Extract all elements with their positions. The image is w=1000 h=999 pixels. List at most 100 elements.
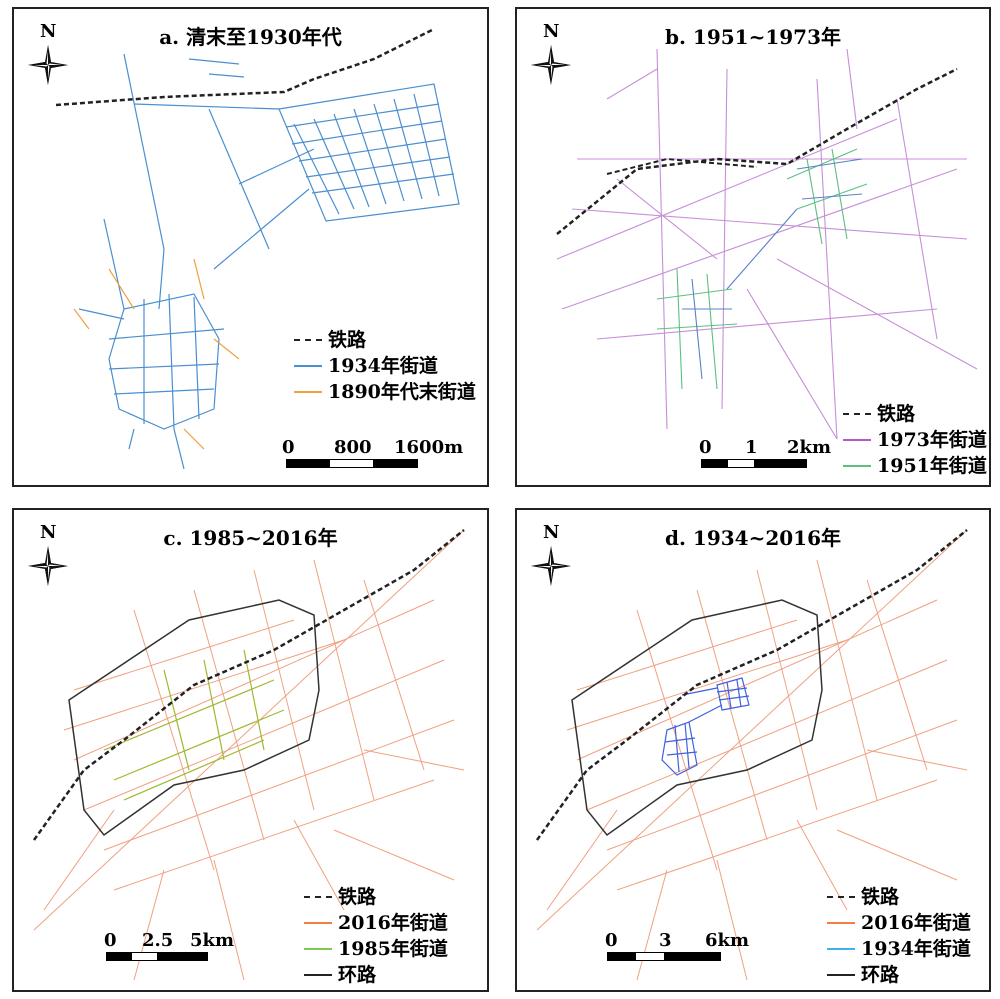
- scale-bar: 0 2.5 5km: [104, 930, 256, 961]
- compass-icon: [28, 45, 68, 85]
- legend-item-railway: 铁路: [843, 401, 987, 427]
- streets-2016: [33, 529, 465, 981]
- legend-label: 1985年街道: [338, 938, 448, 960]
- scale-tick-0: 0: [605, 930, 618, 951]
- north-arrow: N: [28, 522, 74, 592]
- scale-tick-1: 2.5: [142, 930, 174, 951]
- legend: 铁路 1973年街道 1951年街道: [843, 401, 987, 479]
- map-panel-b: b. 1951~1973年 N 0 1 2km 铁路 1973年街道: [515, 7, 991, 487]
- legend-item-railway: 铁路: [304, 884, 448, 910]
- scale-tick-2: 1600m: [394, 437, 464, 458]
- scale-bar: 0 800 1600m: [282, 437, 463, 468]
- legend-item-ring-road: 环路: [827, 962, 971, 988]
- legend-symbol-railway: [827, 896, 855, 898]
- ring-road: [68, 599, 320, 837]
- scale-bar-graphic: [286, 459, 418, 468]
- legend-label: 2016年街道: [338, 912, 448, 934]
- scale-bar: 0 3 6km: [605, 930, 757, 961]
- railway-line: [556, 67, 958, 235]
- street-map-b: [556, 48, 978, 440]
- streets-1951: [656, 148, 868, 390]
- legend-label: 1934年街道: [861, 938, 971, 960]
- scale-tick-1: 1: [745, 437, 758, 458]
- legend-label: 1951年街道: [877, 455, 987, 477]
- legend-label: 2016年街道: [861, 912, 971, 934]
- north-label: N: [543, 21, 560, 42]
- legend-symbol-ring-road: [827, 974, 855, 976]
- legend-item-1934-streets: 1934年街道: [827, 936, 971, 962]
- old-streets-1890s: [73, 258, 240, 450]
- railway-line: [32, 529, 465, 841]
- map-panel-a: a. 清末至1930年代 N 铁路 1934年街道 1890年代末街道 0 80…: [12, 7, 489, 487]
- legend-item-1951-streets: 1951年街道: [843, 453, 987, 479]
- compass-icon: [531, 45, 571, 85]
- legend-item-railway: 铁路: [827, 884, 971, 910]
- legend-item-1890s-streets: 1890年代末街道: [294, 379, 476, 405]
- scale-tick-1: 800: [334, 437, 372, 458]
- legend-symbol-railway: [304, 896, 332, 898]
- north-label: N: [543, 522, 560, 543]
- streets-1985: [103, 649, 285, 801]
- streets-1934: [661, 677, 750, 776]
- legend-item-ring-road: 环路: [304, 962, 448, 988]
- streets-1973: [556, 48, 978, 440]
- north-arrow: N: [531, 21, 577, 91]
- scale-tick-0: 0: [699, 437, 712, 458]
- legend-label: 铁路: [328, 329, 367, 351]
- legend: 铁路 2016年街道 1985年街道 环路: [304, 884, 448, 988]
- scale-bar-graphic: [607, 952, 721, 961]
- compass-icon: [531, 546, 571, 586]
- legend-symbol-1934-streets: [294, 365, 322, 367]
- legend-item-1934-streets: 1934年街道: [294, 353, 476, 379]
- connecting-roads: [123, 53, 315, 270]
- compass-icon: [28, 546, 68, 586]
- legend: 铁路 1934年街道 1890年代末街道: [294, 327, 476, 405]
- scale-tick-2: 6km: [705, 930, 750, 951]
- legend-item-1973-streets: 1973年街道: [843, 427, 987, 453]
- legend-symbol-1951-streets: [843, 465, 871, 467]
- map-panel-c: c. 1985~2016年 N 0 2.5 5km 铁路 2016年街道: [12, 508, 489, 992]
- north-arrow: N: [531, 522, 577, 592]
- railway-line: [55, 27, 435, 107]
- legend-symbol-1973-streets: [843, 439, 871, 441]
- street-map-c: [32, 529, 465, 981]
- legend-symbol-2016-streets: [827, 922, 855, 924]
- scale-tick-2: 5km: [190, 930, 235, 951]
- scale-tick-0: 0: [282, 437, 295, 458]
- map-panel-d: d. 1934~2016年 N 0 3 6km 铁路 2016年街道: [515, 508, 991, 992]
- ring-road: [571, 599, 823, 837]
- legend: 铁路 2016年街道 1934年街道 环路: [827, 884, 971, 988]
- north-label: N: [40, 21, 57, 42]
- panel-title: b. 1951~1973年: [665, 25, 841, 49]
- scale-tick-0: 0: [104, 930, 117, 951]
- legend-item-1985-streets: 1985年街道: [304, 936, 448, 962]
- legend-label: 铁路: [861, 886, 900, 908]
- panel-title: d. 1934~2016年: [665, 526, 841, 550]
- legend-symbol-ring-road: [304, 974, 332, 976]
- legend-symbol-railway: [843, 413, 871, 415]
- scale-tick-1: 3: [659, 930, 672, 951]
- railway-line: [535, 529, 968, 841]
- panel-title: a. 清末至1930年代: [159, 25, 342, 49]
- street-map-a: [55, 27, 460, 470]
- legend-label: 环路: [338, 964, 377, 986]
- legend-symbol-railway: [294, 339, 322, 341]
- legend-symbol-2016-streets: [304, 922, 332, 924]
- legend-item-2016-streets: 2016年街道: [304, 910, 448, 936]
- north-city-grid: [278, 83, 460, 222]
- scale-bar-graphic: [701, 459, 807, 468]
- scale-bar: 0 1 2km: [699, 437, 832, 468]
- scale-tick-2: 2km: [787, 437, 832, 458]
- core-streets-blue: [682, 158, 863, 380]
- north-label: N: [40, 522, 57, 543]
- legend-label: 1890年代末街道: [328, 381, 476, 403]
- legend-label: 环路: [861, 964, 900, 986]
- legend-item-2016-streets: 2016年街道: [827, 910, 971, 936]
- legend-item-railway: 铁路: [294, 327, 476, 353]
- legend-label: 1934年街道: [328, 355, 438, 377]
- railway-line-branch: [606, 157, 758, 175]
- north-arrow: N: [28, 21, 74, 91]
- legend-symbol-1934-streets: [827, 948, 855, 950]
- legend-label: 铁路: [338, 886, 377, 908]
- legend-label: 1973年街道: [877, 429, 987, 451]
